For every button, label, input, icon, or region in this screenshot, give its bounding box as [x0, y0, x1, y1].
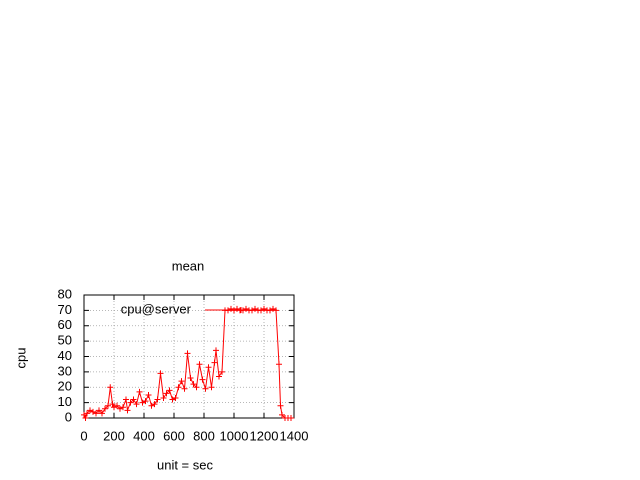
data-point [234, 305, 240, 312]
data-point [90, 408, 96, 415]
data-point [99, 410, 105, 417]
y-tick-label: 0 [65, 409, 72, 424]
data-point [172, 395, 179, 402]
data-point [82, 415, 89, 421]
legend-swatch [238, 307, 244, 313]
data-point [107, 384, 114, 391]
data-point [279, 411, 285, 418]
y-tick-label: 50 [58, 333, 72, 348]
data-point [196, 361, 203, 368]
data-point [127, 399, 134, 406]
data-point [139, 399, 146, 406]
data-point [276, 361, 282, 368]
x-tick-label: 200 [103, 428, 125, 443]
data-point [163, 390, 170, 397]
y-tick-label: 70 [58, 302, 72, 317]
y-tick-label: 20 [58, 379, 72, 394]
data-point [261, 305, 267, 312]
x-tick-label: 0 [80, 428, 87, 443]
data-point [169, 396, 176, 403]
data-point [102, 405, 108, 412]
data-point [105, 402, 111, 409]
data-point [109, 401, 116, 408]
data-point [142, 398, 149, 405]
data-point [213, 347, 219, 354]
data-point [202, 385, 209, 392]
x-tick-label: 1200 [250, 428, 279, 443]
data-point [151, 401, 158, 408]
data-point [184, 350, 191, 357]
x-tick-label: 1400 [280, 428, 309, 443]
y-axis-label: cpu [13, 348, 28, 369]
x-tick-label: 800 [193, 428, 215, 443]
data-point [111, 404, 117, 411]
data-point [252, 305, 258, 312]
data-point [228, 305, 234, 312]
data-line [83, 308, 291, 420]
data-point [130, 396, 137, 403]
x-axis-label: unit = sec [157, 457, 214, 472]
data-point [123, 396, 129, 403]
data-point [178, 378, 185, 385]
data-point [211, 359, 218, 366]
data-point [148, 402, 155, 409]
chart-title: mean [172, 258, 205, 273]
data-point [190, 381, 197, 388]
data-point [205, 364, 212, 371]
data-point [175, 384, 182, 391]
data-point [154, 396, 161, 403]
data-point [136, 388, 143, 395]
data-point [114, 402, 120, 409]
data-point [120, 404, 126, 411]
data-point [187, 375, 194, 382]
y-tick-label: 30 [58, 363, 72, 378]
x-tick-label: 600 [163, 428, 185, 443]
data-point [93, 410, 99, 417]
y-tick-label: 80 [58, 286, 72, 301]
data-point [96, 407, 102, 414]
data-point [270, 305, 276, 312]
data-point [84, 410, 90, 417]
x-tick-label: 400 [133, 428, 155, 443]
data-point [124, 407, 131, 414]
x-tick-label: 1000 [220, 428, 249, 443]
data-point [288, 415, 294, 421]
data-point [193, 384, 200, 391]
data-point [160, 395, 167, 402]
legend-label: cpu@server [121, 301, 192, 316]
y-tick-label: 60 [58, 317, 72, 332]
data-point [199, 376, 206, 383]
data-point [145, 391, 152, 398]
data-point [208, 384, 215, 391]
data-point [181, 385, 188, 392]
data-point [216, 373, 222, 380]
y-tick-label: 40 [58, 348, 72, 363]
data-point [243, 305, 249, 312]
y-tick-label: 10 [58, 394, 72, 409]
data-point [133, 401, 140, 408]
data-point [166, 387, 173, 394]
data-point [157, 370, 164, 377]
data-point [277, 402, 284, 409]
plot-border [83, 294, 295, 419]
data-point [219, 368, 225, 375]
